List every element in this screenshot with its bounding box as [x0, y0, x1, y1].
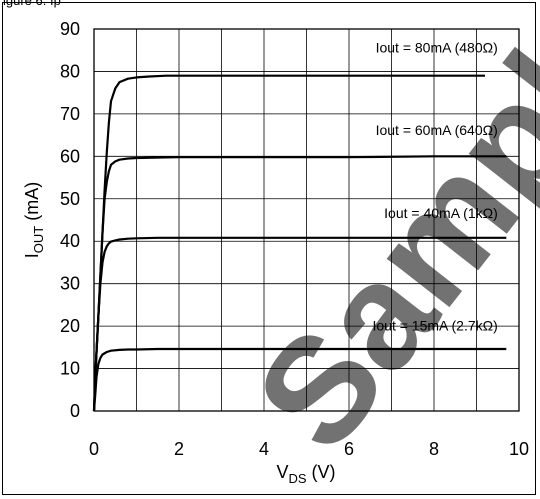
figure-caption-clipped: igure 6. Ip — [3, 0, 61, 8]
x-tick-label: 8 — [429, 439, 439, 459]
x-tick-labels: 0 2 4 6 8 10 — [89, 439, 529, 459]
series-lines — [92, 74, 507, 412]
y-tick-label: 40 — [60, 231, 80, 251]
series-line — [92, 347, 507, 412]
x-tick-label: 4 — [259, 439, 269, 459]
plot-border — [93, 28, 520, 412]
y-tick-label: 20 — [60, 316, 80, 336]
x-tick-label: 10 — [509, 439, 529, 459]
y-tick-label: 0 — [70, 401, 80, 421]
x-tick-label: 0 — [89, 439, 99, 459]
x-tick-label: 6 — [344, 439, 354, 459]
curve-annotation: Iout = 15mA (2.7kΩ) — [373, 317, 498, 333]
y-tick-label: 10 — [60, 359, 80, 379]
y-tick-label: 70 — [60, 104, 80, 124]
figure-frame — [2, 2, 536, 495]
y-tick-labels: 0 10 20 30 40 50 60 70 80 90 — [60, 19, 80, 421]
x-axis-label: VDS (V) — [276, 462, 335, 486]
curve-annotation: Iout = 40mA (1kΩ) — [384, 205, 498, 221]
y-tick-label: 80 — [60, 61, 80, 81]
x-tick-label: 2 — [174, 439, 184, 459]
y-axis-label: IOUT (mA) — [22, 182, 46, 258]
y-tick-label: 30 — [60, 274, 80, 294]
y-tick-label: 60 — [60, 146, 80, 166]
y-tick-label: 50 — [60, 189, 80, 209]
series-line — [92, 236, 507, 412]
curve-annotation: Iout = 80mA (480Ω) — [376, 39, 498, 55]
annotations: Iout = 80mA (480Ω) Iout = 60mA (640Ω) Iout… — [373, 39, 498, 333]
curve-annotation: Iout = 60mA (640Ω) — [376, 122, 498, 138]
y-tick-label: 90 — [60, 19, 80, 39]
